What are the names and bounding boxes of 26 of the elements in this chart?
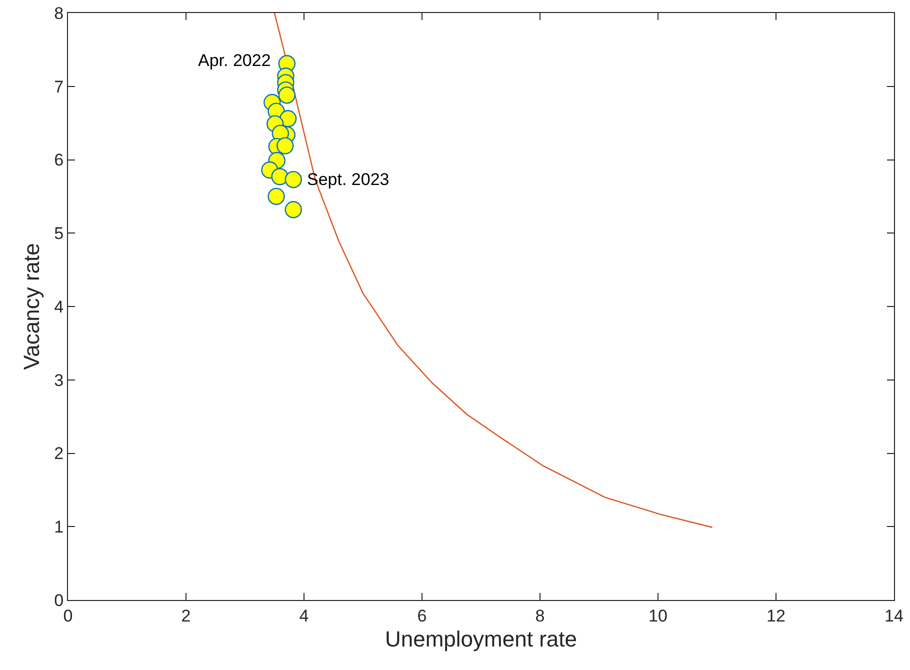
annotation: Apr. 2022 <box>198 51 271 70</box>
y-axis-title: Vacancy rate <box>18 243 44 370</box>
point <box>268 188 285 206</box>
y-tick-label: 1 <box>54 518 64 537</box>
x-axis-title: Unemployment rate <box>385 626 577 652</box>
point <box>276 137 294 154</box>
line-series <box>274 13 713 528</box>
point <box>284 170 302 188</box>
point <box>284 201 302 218</box>
y-tick-label: 7 <box>54 77 64 96</box>
x-tick-label: 8 <box>535 606 545 626</box>
y-tick-label: 6 <box>54 150 64 170</box>
x-tick-label: 12 <box>766 606 786 626</box>
point <box>278 86 296 104</box>
y-tick-label: 5 <box>54 224 64 244</box>
y-tick-label: 2 <box>54 444 64 464</box>
y-tick-label: 8 <box>54 4 64 23</box>
y-tick-label: 3 <box>54 370 64 390</box>
y-tick-label: 0 <box>54 590 64 610</box>
x-tick-label: 10 <box>648 606 668 626</box>
point <box>271 168 288 186</box>
x-tick-label: 4 <box>299 606 309 626</box>
x-tick-label: 6 <box>417 606 427 626</box>
x-tick-label: 14 <box>884 606 904 626</box>
x-tick-label: 2 <box>181 606 191 626</box>
y-tick-label: 4 <box>54 297 64 316</box>
